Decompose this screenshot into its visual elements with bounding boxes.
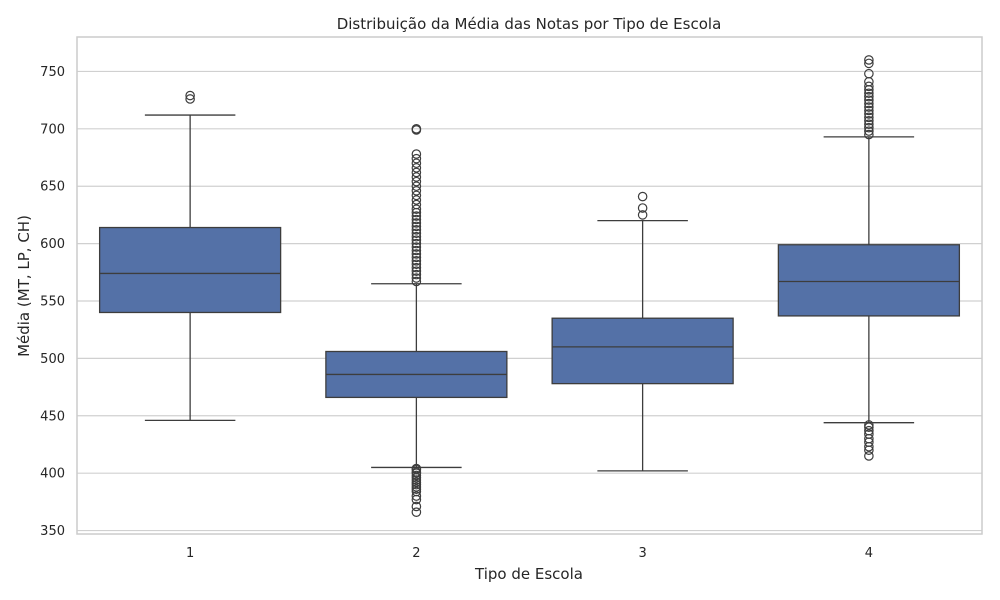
outlier-point	[411, 158, 422, 169]
outlier-point	[864, 105, 874, 116]
box-group-2	[325, 124, 508, 517]
x-tick-label: 3	[638, 546, 646, 561]
outlier-point	[411, 149, 422, 159]
outlier-point	[864, 129, 874, 140]
plot-frame	[76, 36, 983, 535]
x-tick-label: 2	[412, 546, 420, 561]
outlier-point	[411, 501, 422, 512]
outlier-point	[864, 58, 874, 69]
outlier-point	[864, 98, 874, 109]
y-tick-label: 600	[40, 237, 65, 252]
y-tick-label: 400	[40, 467, 65, 482]
y-tick-label: 750	[40, 65, 65, 80]
outlier-point	[411, 235, 422, 245]
outlier-point	[411, 172, 422, 182]
x-axis-title: Tipo de Escola	[474, 565, 583, 583]
outlier-point	[411, 218, 422, 228]
outlier-point	[411, 211, 422, 221]
outlier-point	[864, 68, 874, 79]
outlier-point	[411, 214, 422, 225]
outlier-point	[411, 186, 422, 196]
outlier-point	[411, 266, 422, 276]
y-axis-title: Média (MT, LP, CH)	[15, 215, 33, 357]
outlier-point	[411, 242, 422, 252]
outlier-point	[864, 115, 874, 126]
outlier-point	[411, 181, 422, 192]
outlier-point	[185, 94, 195, 104]
outlier-point	[411, 221, 422, 232]
outlier-point	[185, 90, 195, 101]
iqr-box	[551, 317, 734, 385]
x-tick-label: 1	[186, 546, 194, 561]
outlier-point	[411, 190, 422, 201]
outlier-point	[864, 109, 874, 119]
box-group-4	[777, 55, 961, 461]
outlier-point	[411, 163, 422, 173]
outlier-point	[864, 119, 874, 130]
axis-layer: 350 400 450 500 550 600 650 700 750 1 2 3 4	[40, 65, 873, 561]
outlier-point	[411, 204, 422, 214]
outlier-point	[411, 231, 422, 242]
outlier-point	[864, 122, 874, 133]
outlier-point	[411, 195, 422, 205]
outlier-point	[411, 252, 422, 263]
outlier-point	[411, 249, 422, 259]
outlier-point	[637, 210, 648, 220]
outlier-point	[411, 245, 422, 256]
y-tick-label: 350	[40, 524, 65, 539]
outlier-point	[411, 507, 422, 517]
chart-title: Distribuição da Média das Notas por Tipo…	[337, 15, 722, 33]
outlier-point	[411, 153, 422, 164]
outlier-point	[411, 262, 422, 273]
outlier-point	[411, 491, 422, 501]
outlier-point	[411, 238, 422, 249]
outlier-point	[411, 269, 422, 280]
outlier-point	[637, 203, 648, 213]
box-group-1	[98, 90, 282, 422]
x-tick-label: 4	[865, 546, 873, 561]
outlier-point	[411, 463, 422, 474]
iqr-box	[98, 226, 282, 314]
outlier-point	[411, 256, 422, 266]
boxes-layer	[98, 55, 961, 517]
y-tick-label: 550	[40, 294, 65, 309]
outlier-point	[411, 276, 422, 287]
y-tick-label: 700	[40, 122, 65, 137]
outlier-point	[411, 199, 422, 210]
outlier-point	[411, 273, 422, 283]
y-tick-label: 650	[40, 180, 65, 195]
outlier-point	[864, 95, 874, 105]
outlier-point	[411, 167, 422, 178]
outlier-point	[411, 259, 422, 270]
y-tick-label: 450	[40, 409, 65, 424]
outlier-point	[864, 126, 874, 136]
grid-layer	[77, 70, 982, 532]
outlier-point	[411, 228, 422, 239]
outlier-point	[411, 225, 422, 235]
outlier-point	[637, 191, 648, 202]
iqr-box	[777, 244, 961, 317]
outlier-point	[864, 91, 874, 102]
box-group-3	[551, 191, 734, 472]
outlier-point	[864, 102, 874, 112]
outlier-point	[864, 112, 874, 123]
outlier-point	[864, 429, 874, 439]
outlier-point	[864, 55, 874, 65]
outlier-point	[864, 81, 874, 92]
y-tick-label: 500	[40, 352, 65, 367]
outlier-point	[864, 425, 874, 436]
outlier-point	[411, 124, 422, 134]
outlier-point	[864, 451, 874, 461]
outlier-point	[411, 176, 422, 187]
outlier-point	[864, 420, 874, 430]
outlier-point	[864, 88, 874, 99]
